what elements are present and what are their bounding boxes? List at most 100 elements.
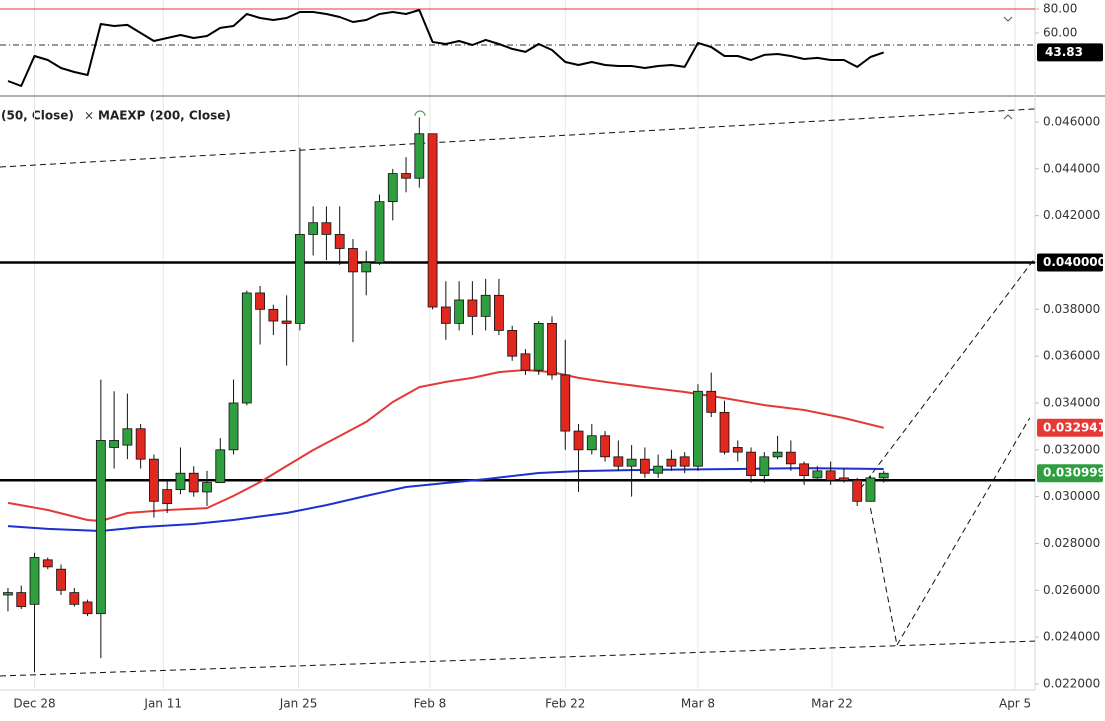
candle-body — [281, 320, 292, 324]
y-tick-label: 0.028000 — [1043, 536, 1100, 550]
candle-body — [520, 353, 531, 371]
y-tick-label: 80.00 — [1043, 1, 1077, 15]
candle-body — [16, 592, 27, 608]
candle-body — [626, 458, 637, 467]
candle-body — [706, 390, 717, 413]
price-badge-label: 0.040000 — [1043, 255, 1105, 269]
x-tick-label: Feb 8 — [414, 697, 447, 711]
y-tick-label: 0.026000 — [1043, 583, 1100, 597]
candle-body — [255, 292, 265, 310]
candle-body — [361, 262, 372, 273]
candle-body — [865, 477, 876, 502]
y-tick-label: 0.036000 — [1043, 349, 1100, 363]
legend-entry: (50, Close) — [1, 109, 74, 123]
candle-body — [3, 592, 13, 596]
y-tick-label: 0.042000 — [1043, 208, 1100, 222]
candle-body — [878, 472, 889, 479]
candle-body — [215, 449, 226, 483]
candle-body — [600, 435, 610, 458]
candle-body — [56, 568, 66, 591]
candle-body — [348, 248, 358, 273]
collapse-icon[interactable] — [1003, 16, 1013, 22]
candle-body — [454, 299, 465, 324]
price-badge-label: 0.032941 — [1043, 420, 1105, 434]
candle-body — [693, 390, 703, 467]
collapse-icon[interactable] — [1003, 114, 1013, 120]
candle-body — [334, 234, 345, 249]
candle-body — [679, 456, 690, 467]
candle-body — [839, 477, 849, 481]
candle-body — [785, 451, 796, 465]
y-tick-label: 0.034000 — [1043, 395, 1100, 409]
candle-body — [135, 428, 146, 460]
y-tick-label: 0.032000 — [1043, 442, 1100, 456]
candle-body — [374, 201, 385, 263]
y-tick-label: 60.00 — [1043, 25, 1077, 39]
y-tick-label: 0.030000 — [1043, 489, 1100, 503]
x-tick-label: Apr 5 — [999, 697, 1031, 711]
candle-body — [467, 299, 478, 317]
candle-body — [149, 458, 159, 502]
x-tick-label: Jan 11 — [143, 697, 182, 711]
candle-body — [82, 601, 93, 615]
y-tick-label: 0.024000 — [1043, 630, 1100, 644]
candle-body — [772, 451, 783, 458]
candle-body — [812, 470, 823, 479]
candle-body — [122, 428, 133, 446]
candle-body — [401, 173, 411, 179]
candle-body — [321, 222, 332, 235]
price-badge — [1037, 253, 1103, 272]
legend-entry: MAEXP (200, Close) — [98, 109, 231, 123]
candle-body — [799, 463, 810, 476]
candle-body — [613, 456, 624, 467]
candle-body — [533, 322, 544, 371]
price-badge — [1037, 464, 1103, 483]
x-tick-label: Jan 25 — [279, 697, 318, 711]
candle-body — [573, 430, 584, 451]
y-tick-label: 0.046000 — [1043, 115, 1100, 129]
trend-line — [869, 508, 898, 646]
candle-body — [414, 133, 425, 179]
value-badge-label: 43.83 — [1045, 45, 1083, 59]
trend-line — [0, 108, 1036, 168]
trend-line — [896, 417, 1031, 646]
price-badge — [1037, 418, 1103, 437]
candle-body — [188, 472, 199, 493]
y-tick-label: 0.038000 — [1043, 302, 1100, 316]
value-badge — [1037, 43, 1103, 62]
candle-body — [719, 411, 730, 453]
candle-body — [42, 559, 53, 568]
price-badge-label: 0.030999 — [1043, 466, 1105, 480]
candle-body — [268, 308, 279, 322]
candle-body — [653, 465, 664, 474]
y-tick-label: 0.044000 — [1043, 161, 1100, 175]
candle-body — [639, 458, 650, 474]
x-tick-label: Feb 22 — [545, 697, 585, 711]
candle-body — [308, 222, 319, 235]
candle-body — [162, 489, 173, 505]
candle-body — [440, 306, 451, 324]
trend-line — [0, 640, 1036, 677]
candle-body — [494, 294, 504, 331]
legend-remove-icon[interactable]: × — [84, 109, 94, 123]
candle-body — [69, 592, 80, 605]
candle-body — [202, 482, 212, 493]
x-tick-label: Mar 8 — [681, 697, 715, 711]
candle-body — [175, 472, 186, 491]
candle-body — [427, 133, 438, 308]
candle-body — [228, 402, 239, 451]
candle-body — [95, 440, 106, 615]
candle-body — [852, 479, 863, 502]
candle-body — [825, 470, 836, 481]
candle-body — [507, 330, 518, 357]
indicator-line — [7, 9, 885, 87]
candle-body — [547, 322, 557, 376]
candle-body — [560, 374, 571, 432]
candle-body — [480, 294, 491, 317]
candle-body — [666, 458, 677, 467]
candle-body — [294, 234, 305, 324]
candle-body — [387, 173, 398, 203]
candle-body — [29, 557, 40, 605]
x-tick-label: Mar 22 — [811, 697, 853, 711]
